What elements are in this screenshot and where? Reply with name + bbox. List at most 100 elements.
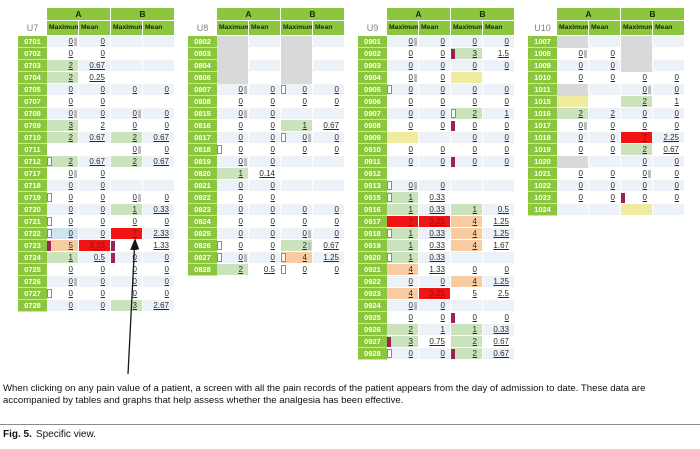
pain-value-cell[interactable]: 0.33 [419,240,451,252]
pain-value-cell[interactable]: 3.25 [419,288,451,300]
pain-value-cell[interactable]: 0 [451,36,483,48]
pain-value-cell[interactable]: 4 [387,288,419,300]
pain-value-cell[interactable]: 0 [217,84,249,96]
pain-value-cell[interactable]: 0 [249,96,281,108]
pain-value-cell[interactable]: 0 [47,276,79,288]
pain-value-cell[interactable]: 1 [111,204,143,216]
pain-value-cell[interactable]: 2.25 [653,132,685,144]
pain-value-cell[interactable]: 0 [589,132,621,144]
pain-value-cell[interactable]: 0.25 [79,72,111,84]
pain-value-cell[interactable]: 1 [451,324,483,336]
pain-value-cell[interactable]: 0 [483,264,515,276]
pain-value-cell[interactable]: 4 [451,216,483,228]
pain-value-cell[interactable]: 1 [387,240,419,252]
pain-value-cell[interactable]: 0 [217,132,249,144]
pain-value-cell[interactable]: 1.25 [483,276,515,288]
pain-value-cell[interactable]: 0 [47,204,79,216]
pain-value-cell[interactable]: 0 [249,216,281,228]
pain-value-cell[interactable]: 0 [451,264,483,276]
pain-value-cell[interactable]: 2 [281,240,313,252]
pain-value-cell[interactable]: 0 [47,180,79,192]
pain-value-cell[interactable]: 1 [387,252,419,264]
pain-value-cell[interactable]: 0 [483,96,515,108]
pain-value-cell[interactable]: 0 [621,192,653,204]
pain-value-cell[interactable]: 0 [79,108,111,120]
pain-value-cell[interactable]: 0 [313,228,345,240]
pain-value-cell[interactable]: 0 [47,96,79,108]
pain-value-cell[interactable]: 0.67 [483,348,515,360]
pain-value-cell[interactable]: 0 [387,72,419,84]
pain-value-cell[interactable]: 2 [47,60,79,72]
pain-value-cell[interactable]: 3 [451,48,483,60]
pain-value-cell[interactable]: 0 [281,96,313,108]
pain-value-cell[interactable]: 0 [79,96,111,108]
pain-value-cell[interactable]: 0.67 [79,60,111,72]
pain-value-cell[interactable]: 0 [589,192,621,204]
pain-value-cell[interactable]: 0 [419,36,451,48]
pain-value-cell[interactable]: 2 [451,336,483,348]
pain-value-cell[interactable]: 0 [313,84,345,96]
pain-value-cell[interactable]: 1.5 [483,48,515,60]
pain-value-cell[interactable]: 0 [557,48,589,60]
pain-value-cell[interactable]: 0 [419,96,451,108]
pain-value-cell[interactable]: 0 [111,264,143,276]
pain-value-cell[interactable]: 7 [387,216,419,228]
pain-value-cell[interactable]: 0 [249,156,281,168]
pain-value-cell[interactable]: 2 [217,264,249,276]
pain-value-cell[interactable]: 0 [111,252,143,264]
pain-value-cell[interactable]: 2 [47,72,79,84]
pain-value-cell[interactable]: 0 [47,300,79,312]
pain-value-cell[interactable]: 0 [79,180,111,192]
pain-value-cell[interactable]: 0 [419,72,451,84]
pain-value-cell[interactable]: 4 [387,264,419,276]
pain-value-cell[interactable]: 0 [47,288,79,300]
pain-value-cell[interactable]: 0.67 [143,156,175,168]
pain-value-cell[interactable]: 0 [217,252,249,264]
pain-value-cell[interactable]: 0 [483,36,515,48]
pain-value-cell[interactable]: 0 [249,204,281,216]
pain-value-cell[interactable]: 0.5 [79,252,111,264]
pain-value-cell[interactable]: 0 [249,192,281,204]
pain-value-cell[interactable]: 0 [419,180,451,192]
pain-value-cell[interactable]: 0 [47,108,79,120]
pain-value-cell[interactable]: 2.5 [483,288,515,300]
pain-value-cell[interactable]: 0 [217,120,249,132]
pain-value-cell[interactable]: 2 [451,348,483,360]
pain-value-cell[interactable]: 0 [419,144,451,156]
pain-value-cell[interactable]: 0.5 [249,264,281,276]
pain-value-cell[interactable]: 0.5 [483,204,515,216]
pain-value-cell[interactable]: 0 [589,48,621,60]
pain-value-cell[interactable]: 2 [111,240,143,252]
pain-value-cell[interactable]: 0 [111,144,143,156]
pain-value-cell[interactable]: 0 [557,72,589,84]
pain-value-cell[interactable]: 0 [589,72,621,84]
pain-value-cell[interactable]: 0 [47,48,79,60]
pain-value-cell[interactable]: 2 [47,156,79,168]
pain-value-cell[interactable]: 0 [249,252,281,264]
pain-value-cell[interactable]: 0.33 [419,228,451,240]
pain-value-cell[interactable]: 1 [47,252,79,264]
pain-value-cell[interactable]: 0 [483,156,515,168]
pain-value-cell[interactable]: 3 [111,300,143,312]
pain-value-cell[interactable]: 4 [451,240,483,252]
pain-value-cell[interactable]: 1.25 [313,252,345,264]
pain-value-cell[interactable]: 0 [249,132,281,144]
pain-value-cell[interactable]: 0 [451,132,483,144]
pain-value-cell[interactable]: 0 [483,144,515,156]
pain-value-cell[interactable]: 2 [557,108,589,120]
pain-value-cell[interactable]: 0.67 [653,144,685,156]
pain-value-cell[interactable]: 0.67 [79,132,111,144]
pain-value-cell[interactable]: 0 [281,264,313,276]
pain-value-cell[interactable]: 0 [79,84,111,96]
pain-value-cell[interactable]: 0 [387,312,419,324]
pain-value-cell[interactable]: 0 [419,300,451,312]
pain-value-cell[interactable]: 0 [143,276,175,288]
pain-value-cell[interactable]: 0 [419,276,451,288]
pain-value-cell[interactable]: 5 [47,240,79,252]
pain-value-cell[interactable]: 0 [419,108,451,120]
pain-value-cell[interactable]: 0 [451,156,483,168]
pain-value-cell[interactable]: 0.67 [313,120,345,132]
pain-value-cell[interactable]: 0 [79,216,111,228]
pain-value-cell[interactable]: 0 [621,156,653,168]
pain-value-cell[interactable]: 0 [557,132,589,144]
